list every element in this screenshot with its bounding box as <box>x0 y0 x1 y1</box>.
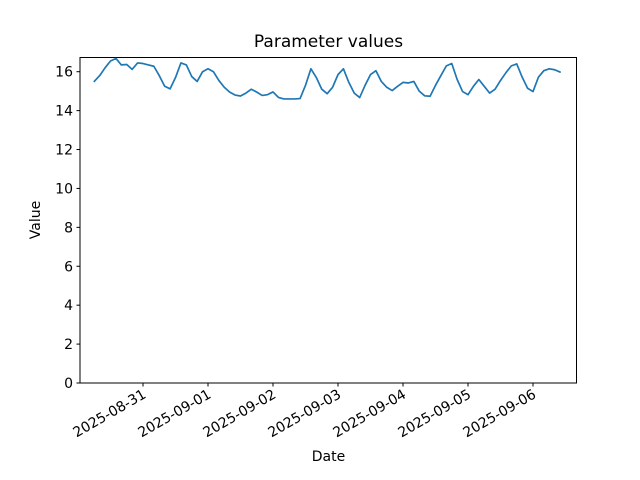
y-tick-label: 16 <box>55 65 73 81</box>
x-tick-label: 2025-09-02 <box>201 387 279 442</box>
x-tick-label: 2025-09-03 <box>266 387 344 442</box>
x-tick-label: 2025-09-01 <box>136 387 214 442</box>
y-tick-label: 2 <box>64 337 73 353</box>
y-tick-label: 0 <box>64 376 73 392</box>
x-axis-label: Date <box>311 449 346 465</box>
x-tick-label: 2025-09-04 <box>331 387 410 442</box>
y-axis-label: Value <box>28 200 44 240</box>
y-tick-label: 6 <box>64 259 73 275</box>
data-line-series <box>93 57 561 100</box>
x-tick-label: 2025-09-06 <box>461 387 540 442</box>
y-tick-label: 14 <box>55 104 73 120</box>
x-tick-label: 2025-08-31 <box>71 387 149 442</box>
y-tick-label: 10 <box>55 181 73 197</box>
y-tick-label: 12 <box>55 143 73 159</box>
x-tick-label: 2025-09-05 <box>396 387 474 442</box>
chart-title: Parameter values <box>253 32 404 52</box>
axes-frame <box>79 57 577 384</box>
y-tick-label: 4 <box>64 298 73 314</box>
y-tick-label: 8 <box>64 220 73 236</box>
